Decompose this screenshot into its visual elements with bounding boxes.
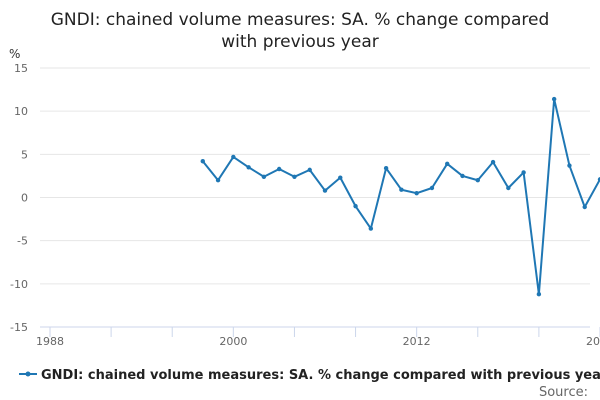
legend-entry-label: GNDI: chained volume measures: SA. % cha…	[41, 368, 600, 383]
data-point-2005[interactable]	[307, 167, 312, 173]
y-tick-label-4: -5	[17, 235, 28, 248]
y-tick-label-2: 5	[21, 148, 28, 161]
data-point-2002[interactable]	[261, 174, 267, 179]
data-point-2022[interactable]	[567, 163, 572, 168]
legend[interactable]: GNDI: chained volume measures: SA. % cha…	[19, 368, 600, 383]
data-point-2013[interactable]	[429, 185, 435, 191]
data-point-2024[interactable]	[597, 177, 600, 182]
x-tick-label-2: 2012	[403, 335, 431, 348]
x-tick-label-0: 1988	[36, 335, 64, 348]
x-axis-ticks: 1988 2000 2012 2024	[36, 327, 600, 348]
data-point-2006[interactable]	[322, 188, 328, 193]
series-line-0	[201, 98, 600, 296]
y-tick-label-1: 10	[14, 105, 28, 118]
data-point-2023[interactable]	[582, 204, 587, 210]
data-point-2001[interactable]	[246, 165, 251, 170]
data-point-2018[interactable]	[506, 185, 511, 191]
data-point-1998[interactable]	[200, 159, 205, 164]
data-point-2011[interactable]	[399, 187, 404, 192]
data-point-2009[interactable]	[368, 226, 374, 231]
x-tick-label-3: 2024	[586, 335, 600, 348]
legend-swatch-marker	[25, 371, 31, 377]
data-point-2007[interactable]	[338, 175, 343, 180]
data-point-2017[interactable]	[490, 159, 496, 165]
y-tick-label-3: 0	[21, 192, 28, 205]
y-tick-label-6: -15	[10, 321, 28, 334]
chart-title-line-2: with previous year	[221, 32, 378, 52]
data-point-2014[interactable]	[445, 161, 450, 167]
data-point-1999[interactable]	[215, 178, 221, 183]
data-point-2021[interactable]	[551, 96, 557, 102]
data-point-2003[interactable]	[276, 166, 282, 172]
source-label: Source:	[539, 385, 588, 400]
series-layer	[200, 96, 600, 297]
data-point-2016[interactable]	[475, 178, 480, 183]
data-point-2012[interactable]	[414, 190, 419, 196]
data-point-2008[interactable]	[353, 203, 358, 209]
y-axis-ticks: 15 10 5 0 -5 -10 -15	[10, 62, 28, 334]
data-point-2010[interactable]	[383, 165, 389, 171]
data-point-2019[interactable]	[521, 170, 526, 175]
chart-title-line-1: GNDI: chained volume measures: SA. % cha…	[51, 10, 549, 30]
data-point-2020[interactable]	[536, 291, 542, 297]
y-tick-label-5: -10	[10, 278, 28, 291]
x-tick-label-1: 2000	[219, 335, 247, 348]
data-point-2000[interactable]	[231, 154, 236, 160]
gridlines	[40, 67, 590, 285]
y-tick-label-0: 15	[14, 62, 28, 75]
data-point-2015[interactable]	[460, 173, 465, 179]
data-point-2004[interactable]	[292, 174, 297, 179]
y-axis-label: %	[9, 47, 20, 61]
